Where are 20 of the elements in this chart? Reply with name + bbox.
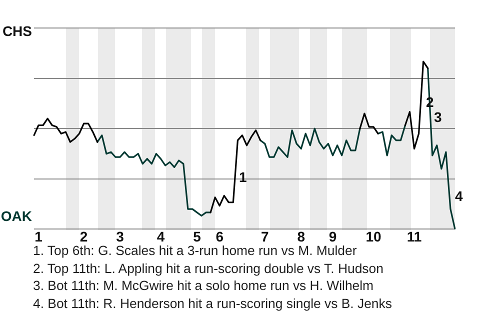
- text: 1. Top 6th: G. Scales hit a 3-run home run vs M. Mulder: [33, 243, 357, 258]
- x-tick-label: 6: [216, 228, 224, 244]
- annotation: 4: [455, 188, 463, 204]
- x-tick-label: 5: [193, 228, 202, 244]
- text: 2. Top 11th: L. Appling hit a run-scoring double vs T. Hudson: [33, 260, 384, 277]
- x-tick-label: 9: [328, 228, 337, 244]
- x-tick-label: 8: [297, 228, 306, 244]
- text: CHS: [2, 22, 32, 39]
- x-tick-label: 10: [366, 228, 382, 244]
- x-tick-label: 1: [34, 228, 43, 244]
- annotation: 3: [434, 108, 442, 125]
- x-tick-label: 2: [80, 228, 88, 244]
- x-tick-label: 11: [406, 228, 422, 244]
- annotation: 1: [239, 168, 247, 185]
- x-tick-label: 3: [116, 228, 124, 244]
- x-tick-label: 4: [156, 228, 165, 244]
- text: 3. Bot 11th: M. McGwire hit a solo home run vs H. Wilhelm: [33, 277, 375, 294]
- text: 4. Bot 11th: R. Henderson hit a run-scoring single vs B. Jenks: [33, 294, 392, 312]
- x-tick-label: 7: [260, 228, 269, 244]
- text: OAK: [0, 208, 32, 224]
